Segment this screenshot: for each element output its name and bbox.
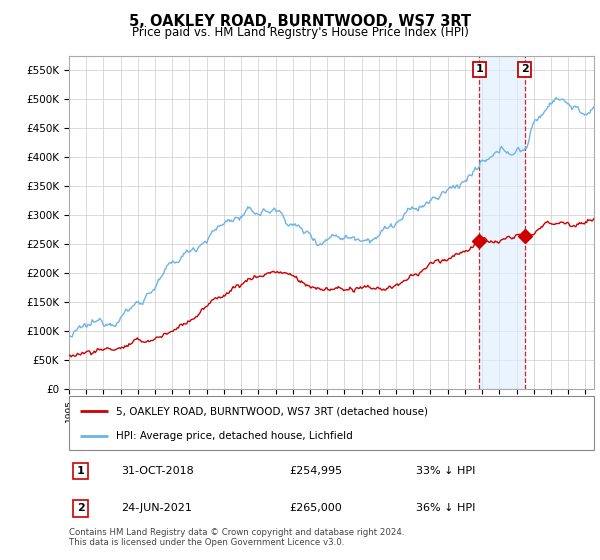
- Text: £254,995: £254,995: [290, 466, 343, 476]
- Text: 36% ↓ HPI: 36% ↓ HPI: [415, 503, 475, 513]
- Text: 31-OCT-2018: 31-OCT-2018: [121, 466, 194, 476]
- Text: 33% ↓ HPI: 33% ↓ HPI: [415, 466, 475, 476]
- Text: 5, OAKLEY ROAD, BURNTWOOD, WS7 3RT (detached house): 5, OAKLEY ROAD, BURNTWOOD, WS7 3RT (deta…: [116, 407, 428, 417]
- FancyBboxPatch shape: [69, 396, 594, 450]
- Text: Contains HM Land Registry data © Crown copyright and database right 2024.
This d: Contains HM Land Registry data © Crown c…: [69, 528, 404, 547]
- Text: Price paid vs. HM Land Registry's House Price Index (HPI): Price paid vs. HM Land Registry's House …: [131, 26, 469, 39]
- Text: 24-JUN-2021: 24-JUN-2021: [121, 503, 193, 513]
- Text: £265,000: £265,000: [290, 503, 342, 513]
- Text: 1: 1: [475, 64, 483, 74]
- Text: 2: 2: [77, 503, 85, 513]
- Text: HPI: Average price, detached house, Lichfield: HPI: Average price, detached house, Lich…: [116, 431, 353, 441]
- Bar: [479, 56, 525, 389]
- Text: 1: 1: [77, 466, 85, 476]
- Text: 2: 2: [521, 64, 529, 74]
- Text: 5, OAKLEY ROAD, BURNTWOOD, WS7 3RT: 5, OAKLEY ROAD, BURNTWOOD, WS7 3RT: [129, 14, 471, 29]
